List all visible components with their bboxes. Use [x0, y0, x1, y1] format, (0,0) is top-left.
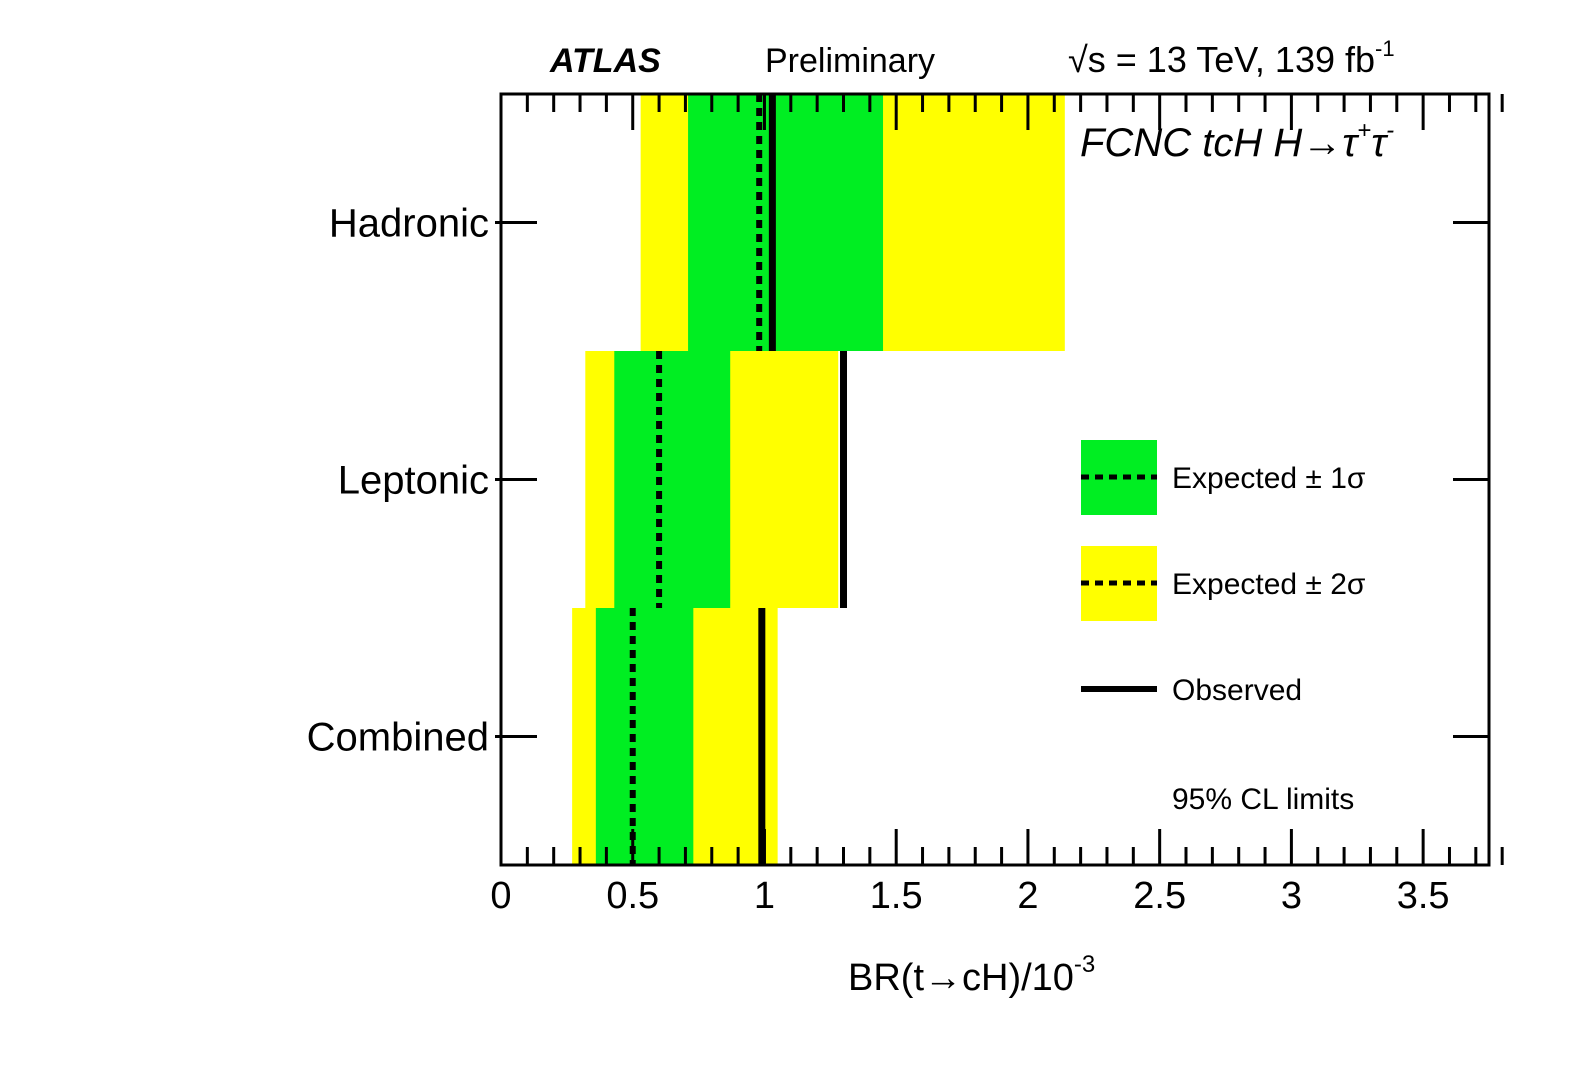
- legend-two-sigma-swatch: [1081, 546, 1157, 621]
- process-label: FCNC tcH H→τ+τ-: [1080, 117, 1394, 165]
- one-sigma-band-hadronic: [688, 94, 884, 351]
- y-tick-label-leptonic: Leptonic: [338, 459, 489, 503]
- y-tick-label-combined: Combined: [307, 716, 489, 760]
- one-sigma-band-leptonic: [614, 351, 731, 608]
- process-sup1: +: [1357, 117, 1371, 144]
- x-tick-label: 3.5: [1397, 875, 1450, 917]
- x-axis-title: BR(t→cH)/10-3: [848, 951, 1095, 999]
- sqrt-symbol: √: [1068, 39, 1088, 80]
- process-tau2: τ: [1371, 121, 1389, 165]
- experiment-label: ATLAS: [549, 42, 661, 80]
- x-tick-label: 1.5: [870, 875, 923, 917]
- x-tick-label: 2.5: [1133, 875, 1186, 917]
- status-label: Preliminary: [765, 42, 935, 80]
- legend: Expected ± 1σ Expected ± 2σ Observed 95%…: [1081, 440, 1366, 816]
- x-tick-label: 2: [1017, 875, 1038, 917]
- x-axis-title-exp: -3: [1074, 951, 1095, 978]
- legend-one-sigma-label: Expected ± 1σ: [1172, 462, 1366, 495]
- cl-note: 95% CL limits: [1172, 783, 1354, 816]
- lumi-exponent: -1: [1375, 36, 1395, 61]
- y-tick-label-hadronic: Hadronic: [329, 202, 489, 246]
- labels-layer: Hadronic Leptonic Combined 0 0.5 1 1.5 2 2.5 3 3.5: [307, 202, 1450, 918]
- ticks-layer: [495, 94, 1504, 865]
- process-main: FCNC tcH H→τ: [1080, 121, 1360, 165]
- energy-text: s = 13 TeV, 139 fb: [1088, 39, 1375, 80]
- x-tick-label: 3: [1281, 875, 1302, 917]
- lines-layer: [629, 94, 848, 865]
- bands-layer: [572, 94, 1065, 865]
- one-sigma-band-combined: [595, 608, 694, 865]
- process-sup2: -: [1386, 117, 1394, 144]
- x-axis-title-main: BR(t→cH)/10: [848, 957, 1074, 999]
- x-tick-label: 0.5: [606, 875, 659, 917]
- x-tick-label: 1: [754, 875, 775, 917]
- legend-observed-label: Observed: [1172, 674, 1302, 707]
- x-tick-label: 0: [490, 875, 511, 917]
- legend-one-sigma-swatch: [1081, 440, 1157, 515]
- energy-label: √s = 13 TeV, 139 fb-1: [1068, 36, 1395, 80]
- legend-two-sigma-label: Expected ± 2σ: [1172, 568, 1366, 601]
